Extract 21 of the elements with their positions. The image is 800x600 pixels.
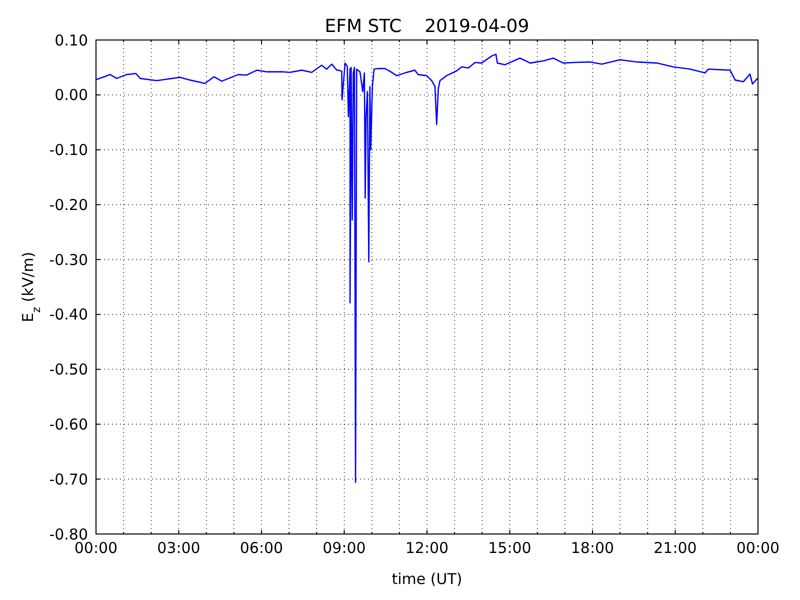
- x-tick-label: 03:00: [157, 539, 200, 557]
- x-tick-label: 06:00: [240, 539, 284, 557]
- y-tick-label: -0.30: [49, 250, 88, 269]
- y-tick-label: 0.10: [54, 31, 88, 50]
- x-tick-label: 15:00: [488, 539, 532, 557]
- x-tick-label: 09:00: [322, 539, 366, 557]
- x-tick-label: 12:00: [405, 539, 449, 557]
- y-tick-label: -0.20: [49, 196, 88, 214]
- x-axis-title: time (UT): [392, 570, 462, 588]
- line-series: [96, 54, 758, 484]
- y-tick-label: 0.00: [54, 86, 88, 104]
- y-tick-label: -0.40: [49, 306, 88, 324]
- y-tick-label: -0.50: [49, 360, 88, 379]
- chart-title: EFM STC 2019-04-09: [324, 16, 530, 37]
- y-tick-label: -0.60: [49, 415, 88, 434]
- x-tick-label: 00:00: [736, 539, 780, 557]
- x-tick-label: 00:00: [74, 539, 118, 557]
- y-tick-label: -0.70: [49, 470, 88, 488]
- y-tick-label: -0.10: [49, 141, 88, 160]
- x-tick-label: 18:00: [570, 539, 614, 557]
- x-tick-label: 21:00: [654, 539, 697, 557]
